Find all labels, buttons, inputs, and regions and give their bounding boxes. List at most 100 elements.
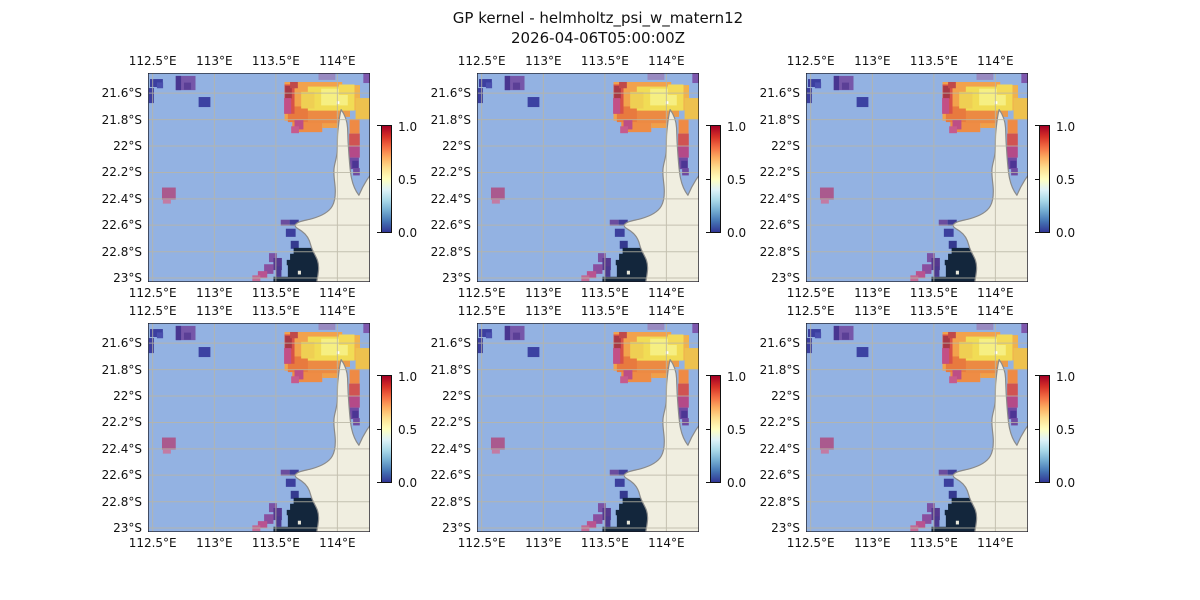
x-axis-top-labels: 112.5°E 113°E 113.5°E 114°E [787, 304, 1028, 319]
y-tick-label: 22.6°S [101, 468, 142, 483]
y-tick-label: 21.8°S [759, 362, 800, 377]
y-tick-label: 22.6°S [430, 468, 471, 483]
colorbar-tick [706, 179, 710, 180]
colorbar-tick-label: 1.0 [727, 120, 747, 134]
land-polygon [624, 110, 699, 282]
x-tick-label: 113°E [525, 286, 562, 300]
gridlines [806, 323, 1028, 532]
y-tick-label: 21.8°S [430, 362, 471, 377]
colorbar: 1.0 0.5 0.0 [377, 120, 417, 240]
colorbar-tick [1035, 125, 1039, 126]
colorbar-tick-label: 1.0 [1056, 120, 1076, 134]
colorbar-tick [706, 375, 710, 376]
colorbar-gradient [710, 375, 721, 483]
x-tick-label: 113.5°E [251, 536, 300, 550]
y-tick-label: 21.6°S [101, 336, 142, 351]
colorbar-tick-label: 1.0 [398, 120, 418, 134]
y-tick-label: 22.2°S [759, 415, 800, 430]
x-tick-label: 112.5°E [457, 304, 506, 318]
y-tick-label: 22.6°S [430, 218, 471, 233]
x-tick-label: 112.5°E [128, 304, 177, 318]
colorbar-tick-label: 0.5 [1056, 173, 1076, 187]
y-tick-label: 22.8°S [430, 244, 471, 259]
x-axis-bottom-labels: 112.5°E 113°E 113.5°E 114°E [458, 286, 699, 301]
y-tick-label: 21.6°S [759, 336, 800, 351]
y-tick-label: 22.8°S [430, 494, 471, 509]
x-tick-label: 113°E [854, 536, 891, 550]
colorbar: 1.0 0.5 0.0 [377, 370, 417, 490]
map-plot [806, 323, 1028, 532]
colorbar-gradient [710, 125, 721, 233]
colorbar-tick [706, 125, 710, 126]
colorbar-tick-label: 1.0 [1056, 370, 1076, 384]
figure-title-line1: GP kernel - helmholtz_psi_w_matern12 [452, 9, 744, 27]
x-axis-top-labels: 112.5°E 113°E 113.5°E 114°E [129, 54, 370, 69]
y-tick-label: 22.4°S [759, 191, 800, 206]
x-tick-label: 113.5°E [580, 286, 629, 300]
gridlines [148, 323, 370, 532]
y-tick-label: 22.8°S [101, 494, 142, 509]
colorbar-gradient [381, 375, 392, 483]
colorbar-tick [377, 232, 381, 233]
colorbar-tick [706, 429, 710, 430]
colorbar: 1.0 0.5 0.0 [706, 370, 746, 490]
colorbar-tick-label: 0.0 [398, 226, 418, 240]
land-polygon [295, 110, 370, 282]
colorbar-tick [377, 375, 381, 376]
y-tick-label: 23°S [771, 521, 800, 536]
y-tick-label: 21.8°S [430, 112, 471, 127]
x-tick-label: 112.5°E [457, 286, 506, 300]
x-tick-label: 114°E [977, 536, 1014, 550]
x-axis-top-labels: 112.5°E 113°E 113.5°E 114°E [129, 304, 370, 319]
colorbar-gradient [1039, 375, 1050, 483]
x-axis-bottom-labels: 112.5°E 113°E 113.5°E 114°E [129, 286, 370, 301]
y-tick-label: 22.4°S [430, 191, 471, 206]
x-tick-label: 112.5°E [128, 536, 177, 550]
colorbar-tick-label: 0.5 [1056, 423, 1076, 437]
figure-title: GP kernel - helmholtz_psi_w_matern12 202… [0, 9, 1196, 49]
x-tick-label: 113°E [196, 304, 233, 318]
colorbar-tick-label: 0.5 [727, 173, 747, 187]
colorbar-tick [377, 482, 381, 483]
map-plot [477, 323, 699, 532]
y-tick-label: 22.8°S [101, 244, 142, 259]
y-tick-label: 23°S [442, 521, 471, 536]
colorbar-tick [706, 482, 710, 483]
gridlines [148, 73, 370, 282]
x-tick-label: 113.5°E [580, 304, 629, 318]
x-tick-label: 112.5°E [128, 54, 177, 68]
x-tick-label: 113°E [196, 536, 233, 550]
x-tick-label: 112.5°E [457, 54, 506, 68]
x-tick-label: 112.5°E [457, 536, 506, 550]
y-tick-label: 22.6°S [759, 218, 800, 233]
map-plot [806, 73, 1028, 282]
y-tick-label: 22°S [113, 138, 142, 153]
colorbar-tick-label: 0.0 [1056, 476, 1076, 490]
colorbar-tick-label: 0.0 [398, 476, 418, 490]
figure-title-line2: 2026-04-06T05:00:00Z [511, 28, 685, 47]
map-plot [148, 73, 370, 282]
colorbar-tick [706, 232, 710, 233]
x-tick-label: 113.5°E [909, 54, 958, 68]
map-panel: 112.5°E 113°E 113.5°E 114°E 112.5°E 113°… [102, 54, 417, 300]
x-tick-label: 114°E [977, 54, 1014, 68]
y-tick-label: 22.6°S [759, 468, 800, 483]
colorbar-tick-label: 1.0 [727, 370, 747, 384]
y-tick-label: 21.6°S [101, 86, 142, 101]
y-tick-label: 22.2°S [430, 165, 471, 180]
colorbar-gradient [1039, 125, 1050, 233]
y-tick-label: 22.6°S [101, 218, 142, 233]
x-tick-label: 113.5°E [251, 286, 300, 300]
x-tick-label: 113.5°E [251, 304, 300, 318]
x-axis-bottom-labels: 112.5°E 113°E 113.5°E 114°E [129, 536, 370, 551]
colorbar-tick-label: 0.5 [398, 423, 418, 437]
heatmap-patches [477, 73, 699, 282]
x-axis-bottom-labels: 112.5°E 113°E 113.5°E 114°E [787, 536, 1028, 551]
x-tick-label: 114°E [648, 286, 685, 300]
y-tick-label: 23°S [113, 521, 142, 536]
land-polygon [953, 360, 1028, 532]
x-tick-label: 113°E [854, 304, 891, 318]
y-tick-label: 21.6°S [430, 86, 471, 101]
y-tick-label: 21.8°S [101, 362, 142, 377]
x-tick-label: 113°E [854, 286, 891, 300]
